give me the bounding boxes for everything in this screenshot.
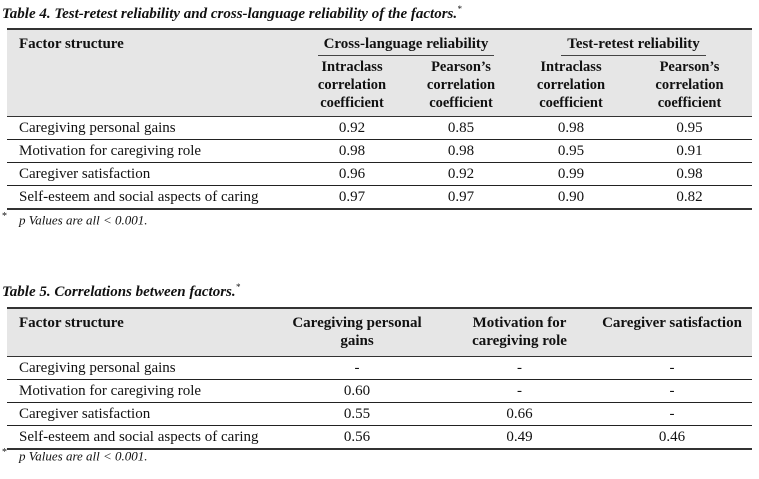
table5-footnote: * p Values are all < 0.001. <box>2 447 148 464</box>
cell-value: - <box>447 356 592 380</box>
cell-value: 0.95 <box>515 139 627 163</box>
cell-value: 0.99 <box>515 162 627 186</box>
table5-header-motivation: Motivation for caregiving role <box>472 315 567 349</box>
row-label: Self-esteem and social aspects of caring <box>7 185 297 210</box>
cell-value: 0.49 <box>447 425 592 450</box>
cell-value: 0.60 <box>267 379 447 403</box>
cell-value: - <box>592 379 752 403</box>
cell-value: 0.46 <box>592 425 752 450</box>
table4-subheader-pearson-2: Pearson’s correlation coefficient <box>655 59 724 111</box>
cell-value: 0.92 <box>407 162 515 186</box>
table-row: Motivation for caregiving role 0.60 - - <box>7 379 752 403</box>
row-label: Motivation for caregiving role <box>7 379 267 403</box>
table-row: Caregiving personal gains - - - <box>7 356 752 380</box>
cell-value: - <box>592 402 752 426</box>
cell-value: - <box>592 356 752 380</box>
table5: Factor structure Caregiving personal gain… <box>7 307 752 450</box>
row-label: Caregiver satisfaction <box>7 402 267 426</box>
table4-header-factor: Factor structure <box>19 36 124 52</box>
table5-caption: Table 5. Correlations between factors.* <box>2 282 241 300</box>
cell-value: 0.98 <box>627 162 752 186</box>
cell-value: 0.98 <box>407 139 515 163</box>
row-label: Motivation for caregiving role <box>7 139 297 163</box>
table4-subheader-intraclass-1: Intraclass correlation coefficient <box>317 59 387 111</box>
table4-subheader-intraclass-2: Intraclass correlation coefficient <box>536 59 606 111</box>
row-label: Caregiving personal gains <box>7 116 297 140</box>
cell-value: 0.95 <box>627 116 752 140</box>
table4-header-group-cross-language: Cross-language reliability <box>297 29 515 56</box>
table4-caption: Table 4. Test-retest reliability and cro… <box>2 4 462 22</box>
table5-header-caregiver-satisfaction: Caregiver satisfaction <box>602 315 742 331</box>
table4-footnote: * p Values are all < 0.001. <box>2 211 148 228</box>
cell-value: 0.98 <box>297 139 407 163</box>
table5-header-factor: Factor structure <box>19 315 124 331</box>
cell-value: 0.97 <box>297 185 407 210</box>
cell-value: 0.56 <box>267 425 447 450</box>
table4: Factor structure Cross-language reliabil… <box>7 28 752 210</box>
table-row: Self-esteem and social aspects of caring… <box>7 425 752 450</box>
cell-value: 0.91 <box>627 139 752 163</box>
row-label: Self-esteem and social aspects of caring <box>7 425 267 450</box>
cell-value: 0.96 <box>297 162 407 186</box>
cell-value: - <box>267 356 447 380</box>
row-label: Caregiving personal gains <box>7 356 267 380</box>
cell-value: 0.90 <box>515 185 627 210</box>
table-row: Caregiver satisfaction 0.55 0.66 - <box>7 402 752 426</box>
cell-value: 0.98 <box>515 116 627 140</box>
table-row: Motivation for caregiving role 0.98 0.98… <box>7 139 752 163</box>
table-row: Caregiving personal gains 0.92 0.85 0.98… <box>7 116 752 140</box>
row-label: Caregiver satisfaction <box>7 162 297 186</box>
table-row: Self-esteem and social aspects of caring… <box>7 185 752 210</box>
table4-subheader-pearson-1: Pearson’s correlation coefficient <box>426 59 496 111</box>
cell-value: - <box>447 379 592 403</box>
table5-header-caregiving-personal-gains: Caregiving personal gains <box>292 315 422 349</box>
cell-value: 0.55 <box>267 402 447 426</box>
cell-value: 0.97 <box>407 185 515 210</box>
table-row: Caregiver satisfaction 0.96 0.92 0.99 0.… <box>7 162 752 186</box>
cell-value: 0.92 <box>297 116 407 140</box>
cell-value: 0.85 <box>407 116 515 140</box>
cell-value: 0.82 <box>627 185 752 210</box>
table4-header-group-test-retest: Test-retest reliability <box>515 29 752 56</box>
cell-value: 0.66 <box>447 402 592 426</box>
